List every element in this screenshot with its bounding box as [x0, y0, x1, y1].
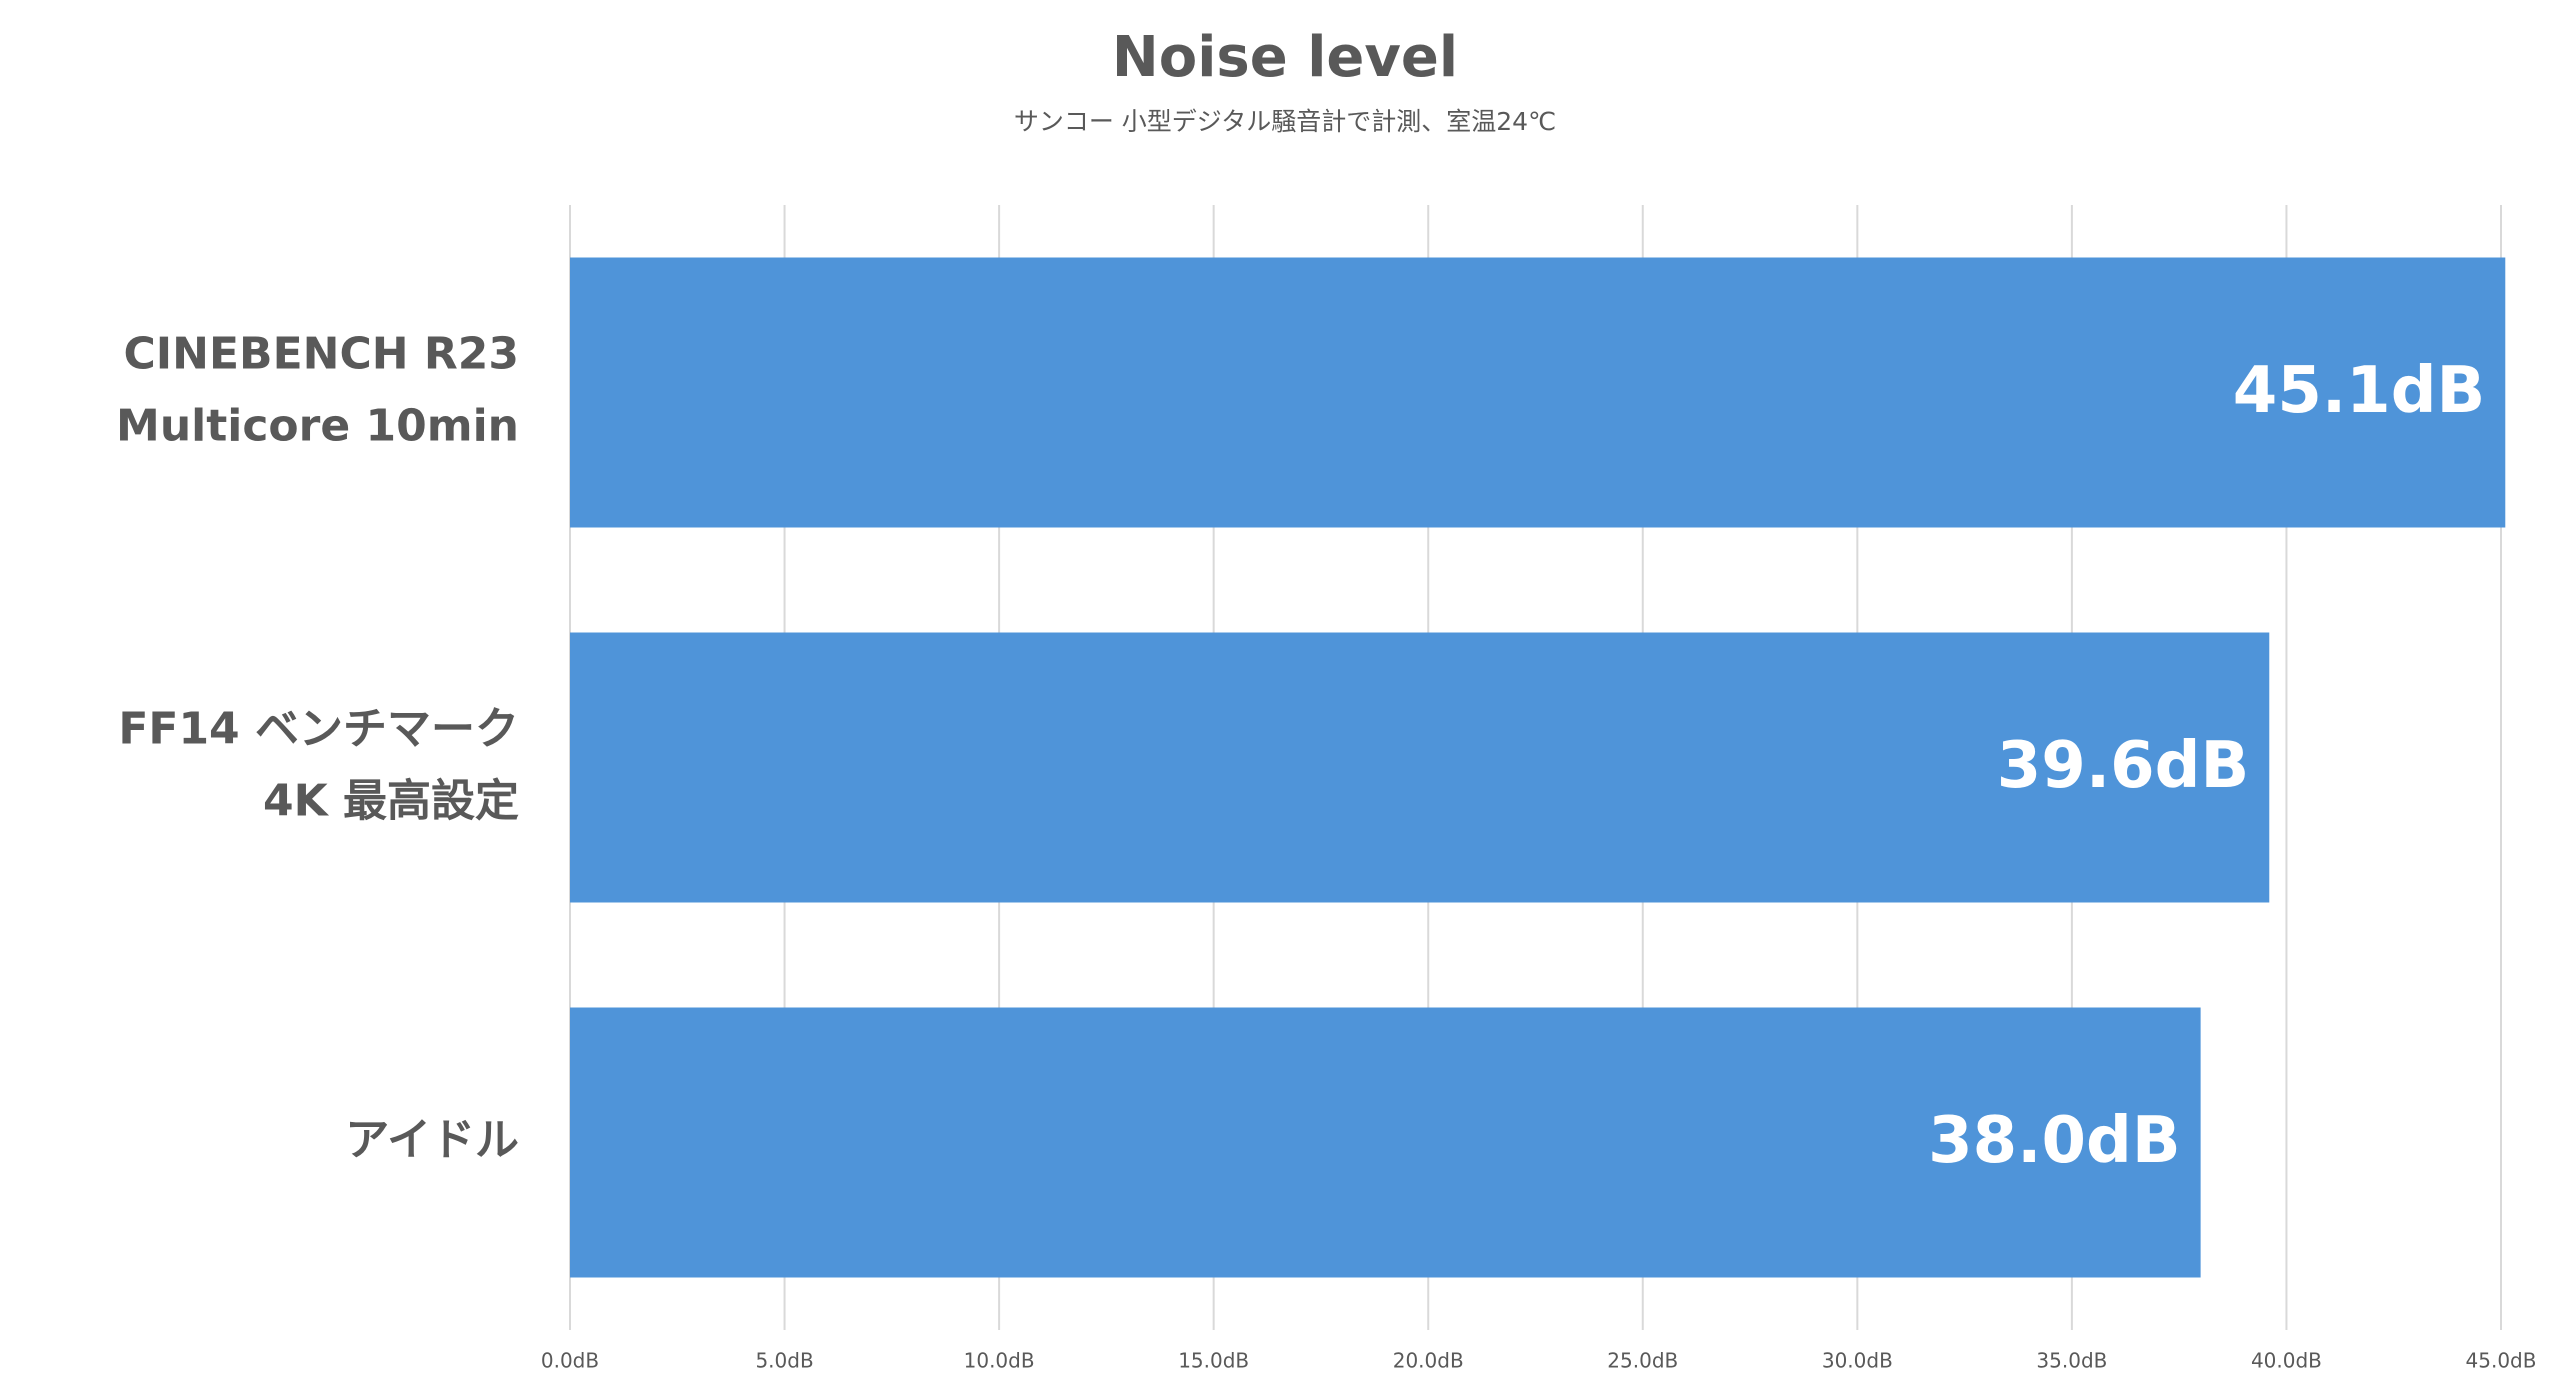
- x-tick-label: 35.0dB: [2036, 1349, 2107, 1373]
- x-tick-label: 45.0dB: [2466, 1349, 2537, 1373]
- x-tick-label: 20.0dB: [1393, 1349, 1464, 1373]
- y-tick-label: FF14 ベンチマーク: [118, 704, 519, 755]
- x-tick-label: 15.0dB: [1178, 1349, 1249, 1373]
- bar: [570, 1007, 2201, 1278]
- y-tick-label: Multicore 10min: [116, 401, 519, 452]
- bar: [570, 632, 2270, 903]
- value-label: 45.1dB: [2233, 354, 2486, 428]
- value-label: 39.6dB: [1997, 729, 2250, 803]
- x-tick-label: 10.0dB: [964, 1349, 1035, 1373]
- x-tick-label: 0.0dB: [541, 1349, 599, 1373]
- x-tick-label: 5.0dB: [755, 1349, 813, 1373]
- y-tick-label: 4K 最高設定: [263, 776, 519, 827]
- chart-subtitle: サンコー 小型デジタル騒音計で計測、室温24℃: [1014, 107, 1556, 136]
- chart-title: Noise level: [1112, 25, 1458, 90]
- bar: [570, 257, 2506, 528]
- value-label: 38.0dB: [1928, 1104, 2181, 1178]
- x-tick-label: 30.0dB: [1822, 1349, 1893, 1373]
- y-tick-label: CINEBENCH R23: [123, 329, 519, 380]
- x-tick-label: 25.0dB: [1607, 1349, 1678, 1373]
- y-tick-label: アイドル: [345, 1115, 519, 1166]
- x-tick-label: 40.0dB: [2251, 1349, 2322, 1373]
